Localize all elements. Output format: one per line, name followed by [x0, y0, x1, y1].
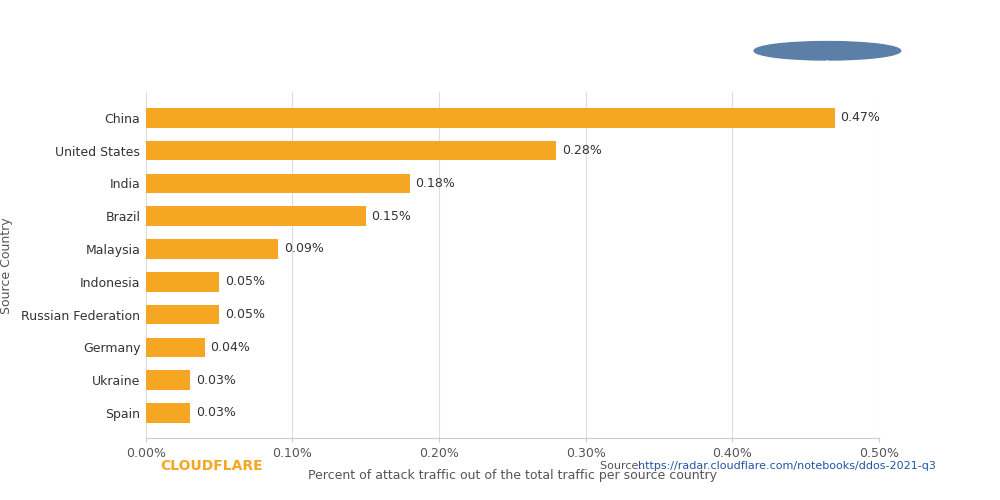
Bar [146, 108, 835, 128]
Text: 0.03%: 0.03% [196, 374, 236, 386]
Text: 0.09%: 0.09% [284, 242, 324, 256]
Bar [146, 304, 219, 324]
Text: DDoS activity by source country: DDoS activity by source country [161, 36, 713, 66]
Text: 0.15%: 0.15% [372, 210, 411, 222]
Text: Source:: Source: [600, 461, 646, 471]
Bar [146, 370, 190, 390]
Text: https://radar.cloudflare.com/notebooks/ddos-2021-q3: https://radar.cloudflare.com/notebooks/d… [638, 461, 936, 471]
X-axis label: Percent of attack traffic out of the total traffic per source country: Percent of attack traffic out of the tot… [308, 469, 717, 482]
Bar [146, 272, 219, 291]
Bar [146, 206, 366, 226]
Bar [146, 239, 278, 259]
Bar [146, 403, 190, 422]
Text: 0.05%: 0.05% [225, 276, 265, 288]
Y-axis label: Source Country: Source Country [0, 217, 13, 314]
Text: 0.28%: 0.28% [562, 144, 602, 157]
Text: 0.04%: 0.04% [210, 341, 250, 354]
Bar [146, 338, 205, 357]
Bar [146, 141, 556, 161]
Text: 0.03%: 0.03% [196, 406, 236, 420]
Text: 0.47%: 0.47% [841, 112, 880, 124]
Bar [146, 174, 410, 194]
Circle shape [754, 42, 901, 60]
Text: CLOUDFLARE: CLOUDFLARE [161, 459, 263, 473]
Text: 0.05%: 0.05% [225, 308, 265, 321]
Text: 0.18%: 0.18% [416, 177, 455, 190]
